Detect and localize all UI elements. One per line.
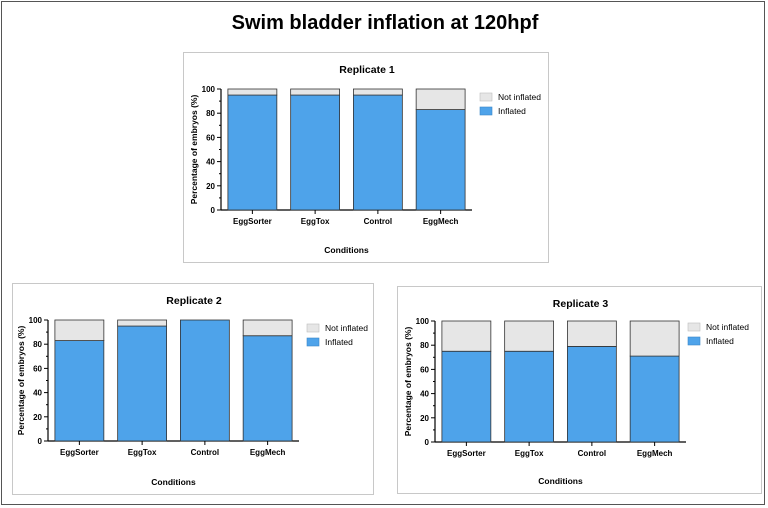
bar-not-inflated-eggsorter [227,88,278,96]
y-tick-label: 40 [420,390,429,399]
y-tick-label: 0 [38,437,43,446]
y-tick-label: 100 [416,317,430,326]
x-tick-label: Control [364,217,392,226]
legend-swatch-inflated [479,106,493,116]
y-tick-label: 20 [206,182,215,191]
bar-inflated-eggsorter [441,350,492,443]
y-tick-label: 80 [206,109,215,118]
chart-title: Replicate 2 [166,295,222,307]
bar-not-inflated-control [567,320,617,347]
legend-label-not-inflated: Not inflated [706,322,749,332]
bar-inflated-eggsorter [227,94,278,211]
y-tick-label: 60 [33,364,42,373]
x-tick-label: EggMech [637,449,673,458]
x-axis-title: Conditions [538,476,583,486]
x-tick-label: EggTox [515,449,544,458]
replicate-3-chart: Replicate 3 0 20 40 60 80 100 EggSorter EggTox Co… [403,298,749,486]
y-tick-label: 60 [420,365,429,374]
bar-inflated-eggmech [415,109,466,211]
x-axis-title: Conditions [151,477,196,487]
bar-inflated-control [180,319,230,442]
x-tick-label: EggTox [301,217,330,226]
bar-inflated-control [353,94,403,211]
bar-not-inflated-eggsorter [441,320,492,352]
x-tick-label: Control [191,448,219,457]
x-axis-title: Conditions [324,245,369,255]
y-tick-label: 20 [33,413,42,422]
bar-inflated-eggtox [290,94,340,211]
x-tick-label: EggMech [423,217,459,226]
y-tick-label: 80 [33,340,42,349]
bar-not-inflated-eggmech [415,88,466,110]
bar-not-inflated-eggtox [504,320,554,352]
bar-inflated-eggmech [629,355,680,443]
legend-swatch-not-inflated [306,323,320,333]
replicate-2-panel: Replicate 2 0 20 40 60 80 100 EggSorter EggTox Co… [12,283,374,495]
bar-inflated-eggtox [504,350,554,443]
legend-swatch-not-inflated [479,92,493,102]
replicate-1-chart: Replicate 1 0 20 40 60 80 100 EggSorter EggTox Co… [189,64,541,255]
legend-label-not-inflated: Not inflated [325,323,368,333]
legend-label-inflated: Inflated [706,336,734,346]
y-tick-label: 40 [206,158,215,167]
y-tick-label: 100 [29,316,43,325]
replicate-1-panel: Replicate 1 0 20 40 60 80 100 EggSorter EggTox Co… [183,52,549,263]
y-axis-title: Percentage of embryos (%) [189,95,199,205]
x-tick-label: EggSorter [447,449,486,458]
replicate-2-chart: Replicate 2 0 20 40 60 80 100 EggSorter EggTox Co… [16,295,368,487]
replicate-3-panel: Replicate 3 0 20 40 60 80 100 EggSorter EggTox Co… [397,286,762,494]
bar-not-inflated-control [353,88,403,96]
bar-not-inflated-eggmech [629,320,680,357]
bar-inflated-eggmech [242,335,293,442]
y-axis-title: Percentage of embryos (%) [403,327,413,437]
y-tick-label: 0 [211,206,216,215]
bar-not-inflated-eggmech [242,319,293,337]
y-tick-label: 0 [425,438,430,447]
legend-label-not-inflated: Not inflated [498,92,541,102]
y-tick-label: 40 [33,389,42,398]
bar-not-inflated-eggsorter [54,319,105,341]
chart-title: Replicate 3 [553,298,609,310]
y-tick-label: 60 [206,133,215,142]
legend-swatch-inflated [687,336,701,346]
bar-not-inflated-eggtox [290,88,340,96]
y-tick-label: 80 [420,341,429,350]
bar-not-inflated-eggtox [117,319,167,327]
y-tick-label: 100 [202,85,216,94]
y-tick-label: 20 [420,414,429,423]
x-tick-label: EggMech [250,448,286,457]
legend-label-inflated: Inflated [498,106,526,116]
bar-inflated-control [567,346,617,443]
legend-swatch-inflated [306,337,320,347]
x-tick-label: EggSorter [233,217,272,226]
chart-title: Replicate 1 [339,64,395,76]
legend-swatch-not-inflated [687,322,701,332]
bar-inflated-eggtox [117,325,167,442]
x-tick-label: EggSorter [60,448,99,457]
legend-label-inflated: Inflated [325,337,353,347]
bar-inflated-eggsorter [54,340,105,442]
x-tick-label: Control [578,449,606,458]
page-title: Swim bladder inflation at 120hpf [231,12,539,34]
y-axis-title: Percentage of embryos (%) [16,326,26,436]
x-tick-label: EggTox [128,448,157,457]
